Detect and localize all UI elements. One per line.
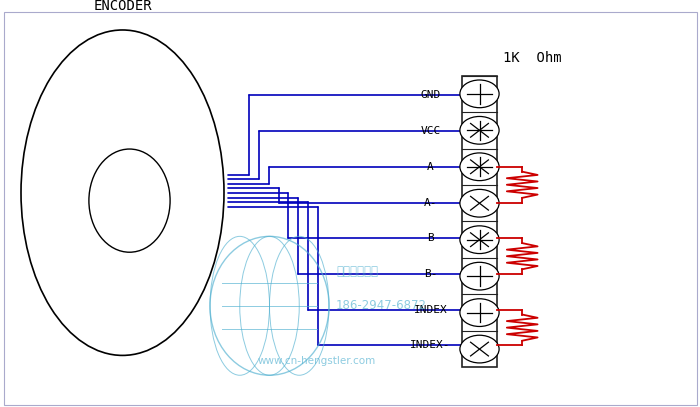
Ellipse shape: [460, 116, 499, 144]
Text: B-: B-: [424, 269, 438, 279]
Ellipse shape: [460, 189, 499, 217]
Ellipse shape: [460, 153, 499, 181]
Text: B: B: [427, 233, 434, 243]
Ellipse shape: [460, 335, 499, 363]
Text: A-: A-: [424, 198, 438, 208]
Ellipse shape: [89, 149, 170, 252]
Text: VCC: VCC: [421, 126, 440, 136]
Text: www.cn-hengstler.com: www.cn-hengstler.com: [258, 357, 376, 366]
Ellipse shape: [460, 226, 499, 254]
Text: 1K  Ohm: 1K Ohm: [503, 51, 561, 65]
Ellipse shape: [460, 262, 499, 290]
Ellipse shape: [460, 299, 499, 326]
Ellipse shape: [21, 30, 224, 355]
Text: INDEX: INDEX: [414, 305, 447, 315]
Text: INDEX-: INDEX-: [410, 341, 451, 350]
Text: 186-2947-6872: 186-2947-6872: [336, 299, 427, 312]
Bar: [462, 76, 497, 367]
Text: 西安德伴價购: 西安德伴價购: [336, 265, 378, 278]
Ellipse shape: [460, 80, 499, 108]
Text: A: A: [427, 162, 434, 172]
Text: GND: GND: [421, 90, 440, 101]
Text: ENCODER: ENCODER: [93, 0, 152, 13]
